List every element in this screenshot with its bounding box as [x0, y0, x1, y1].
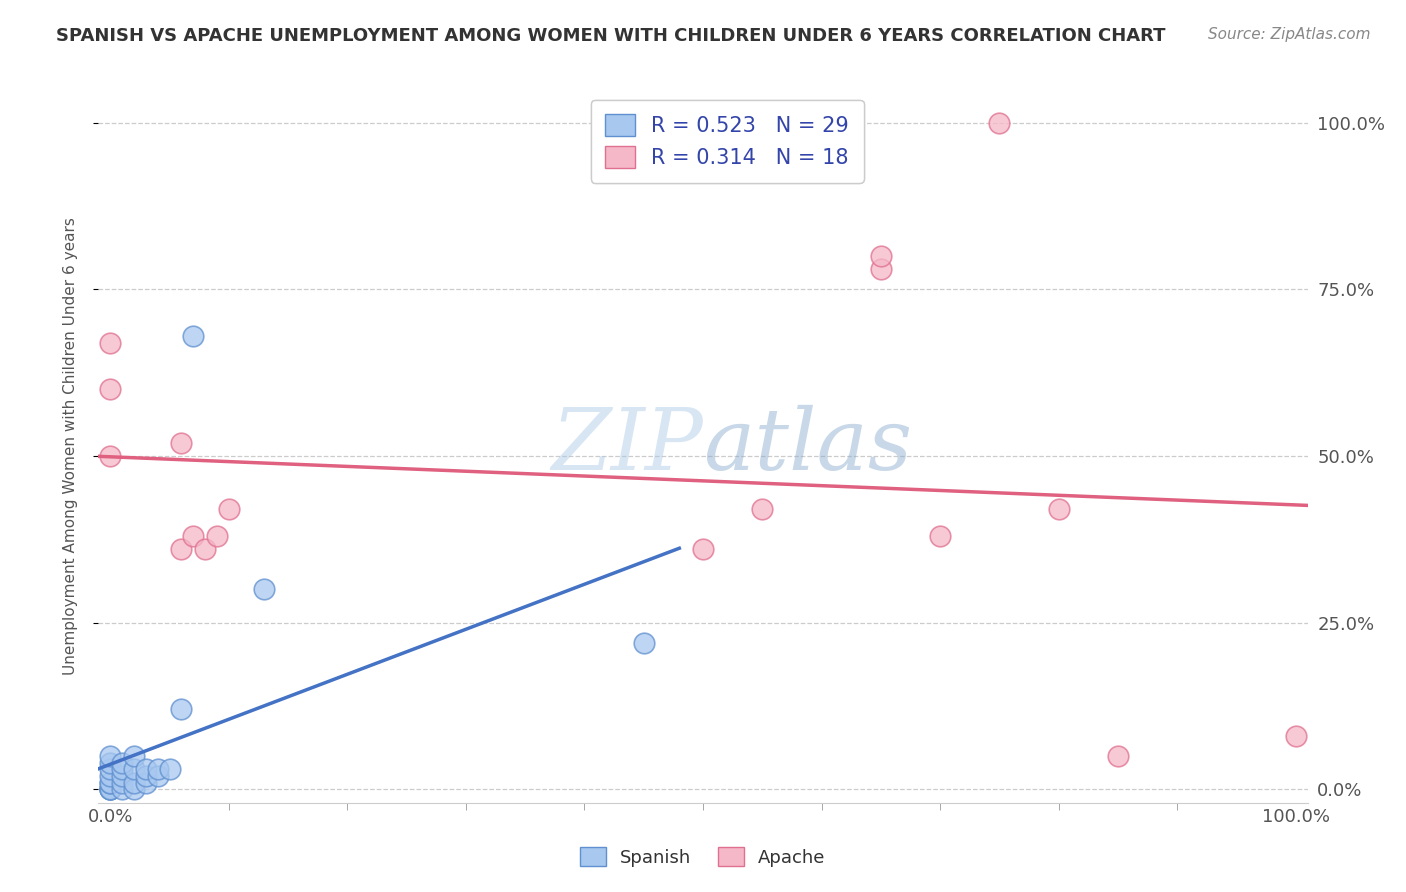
- Point: [98, 449, 121, 463]
- Point: [170, 542, 193, 557]
- Point: [98, 756, 121, 770]
- Text: ZIP: ZIP: [551, 405, 703, 487]
- Text: Source: ZipAtlas.com: Source: ZipAtlas.com: [1208, 27, 1371, 42]
- Point: [122, 782, 145, 797]
- Point: [1285, 729, 1308, 743]
- Point: [692, 542, 714, 557]
- Point: [1047, 502, 1070, 516]
- Point: [122, 763, 145, 777]
- Point: [170, 702, 193, 716]
- Point: [98, 769, 121, 783]
- Point: [869, 262, 891, 277]
- Point: [159, 763, 181, 777]
- Point: [111, 769, 134, 783]
- Text: SPANISH VS APACHE UNEMPLOYMENT AMONG WOMEN WITH CHILDREN UNDER 6 YEARS CORRELATI: SPANISH VS APACHE UNEMPLOYMENT AMONG WOM…: [56, 27, 1166, 45]
- Point: [111, 756, 134, 770]
- Legend: Spanish, Apache: Spanish, Apache: [574, 840, 832, 874]
- Point: [111, 776, 134, 790]
- Point: [135, 776, 157, 790]
- Point: [135, 769, 157, 783]
- Legend: R = 0.523   N = 29, R = 0.314   N = 18: R = 0.523 N = 29, R = 0.314 N = 18: [591, 100, 863, 183]
- Point: [98, 782, 121, 797]
- Point: [751, 502, 773, 516]
- Point: [111, 763, 134, 777]
- Point: [98, 782, 121, 797]
- Point: [146, 769, 169, 783]
- Point: [98, 782, 121, 797]
- Point: [98, 382, 121, 396]
- Point: [122, 776, 145, 790]
- Point: [181, 529, 204, 543]
- Point: [146, 763, 169, 777]
- Point: [929, 529, 952, 543]
- Point: [194, 542, 217, 557]
- Point: [988, 115, 1011, 129]
- Point: [98, 763, 121, 777]
- Point: [98, 776, 121, 790]
- Point: [869, 249, 891, 263]
- Point: [98, 776, 121, 790]
- Point: [170, 435, 193, 450]
- Y-axis label: Unemployment Among Women with Children Under 6 years: Unemployment Among Women with Children U…: [63, 217, 77, 675]
- Point: [122, 749, 145, 764]
- Point: [98, 749, 121, 764]
- Point: [1107, 749, 1129, 764]
- Point: [111, 782, 134, 797]
- Point: [135, 763, 157, 777]
- Point: [181, 329, 204, 343]
- Point: [253, 582, 276, 597]
- Point: [205, 529, 228, 543]
- Point: [633, 636, 655, 650]
- Point: [98, 782, 121, 797]
- Point: [218, 502, 240, 516]
- Point: [98, 335, 121, 350]
- Text: atlas: atlas: [703, 405, 912, 487]
